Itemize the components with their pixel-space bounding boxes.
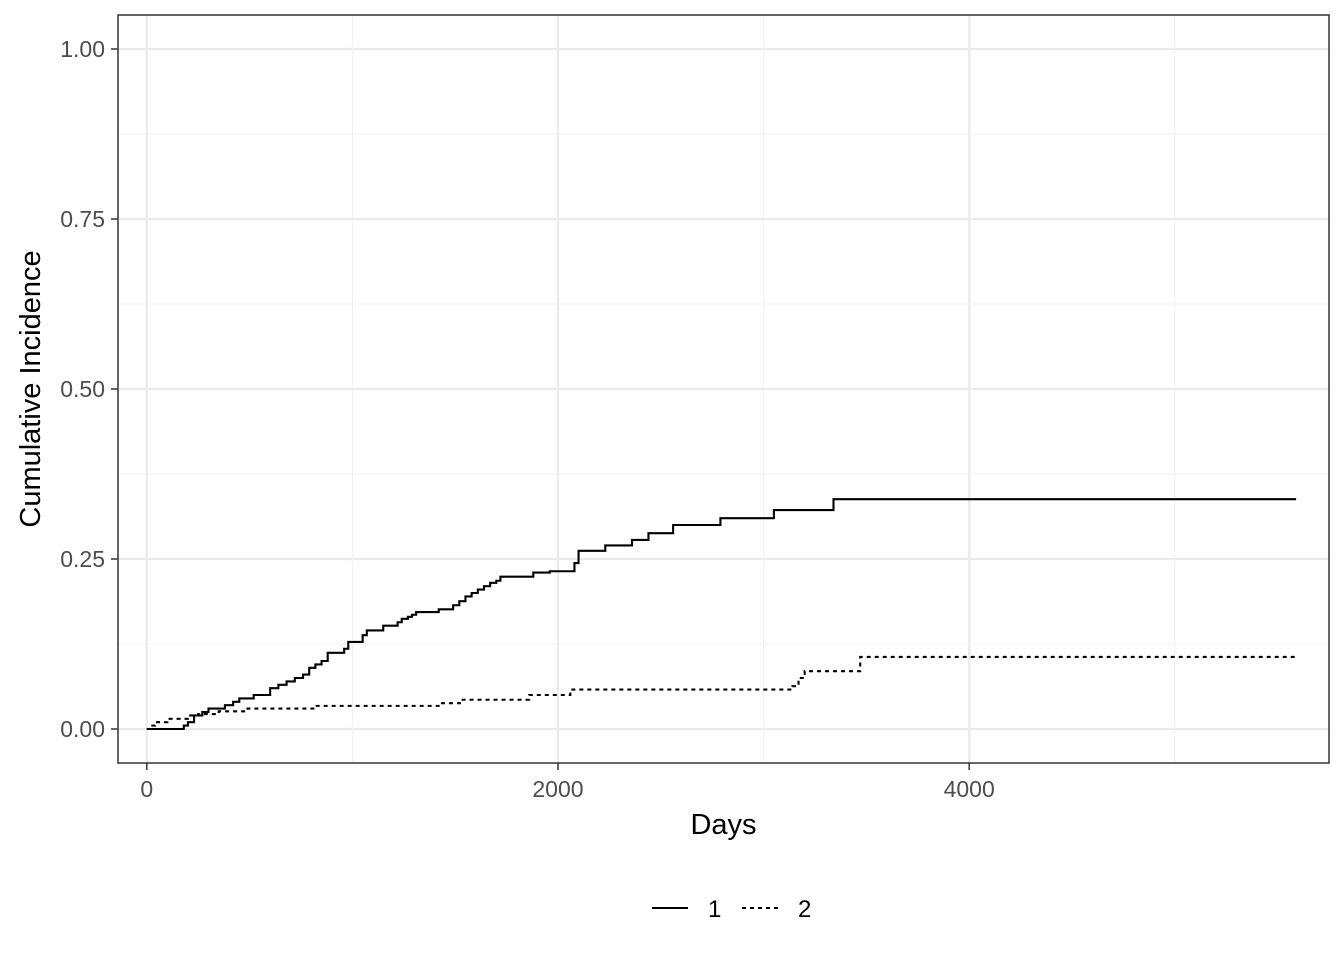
- x-tick-label: 4000: [944, 776, 995, 802]
- series-line-1: [146, 498, 1297, 731]
- y-tick-label: 1.00: [60, 36, 105, 62]
- y-tick-label: 0.00: [60, 716, 105, 742]
- x-tick-label: 0: [140, 776, 153, 802]
- x-axis: 0 2000 4000: [140, 763, 995, 802]
- y-tick-label: 0.75: [60, 206, 105, 232]
- y-axis: 0.00 0.25 0.50 0.75 1.00: [60, 36, 118, 742]
- legend-label-1: 1: [708, 896, 721, 923]
- series-line-2: [146, 655, 1297, 731]
- x-axis-title: Days: [690, 809, 756, 841]
- y-tick-label: 0.50: [60, 376, 105, 402]
- series-lines: [146, 498, 1297, 731]
- grid-lines: [118, 15, 1329, 763]
- y-axis-title: Cumulative Incidence: [15, 250, 47, 527]
- y-tick-label: 0.25: [60, 546, 105, 572]
- x-tick-label: 2000: [532, 776, 583, 802]
- legend-label-2: 2: [798, 896, 811, 923]
